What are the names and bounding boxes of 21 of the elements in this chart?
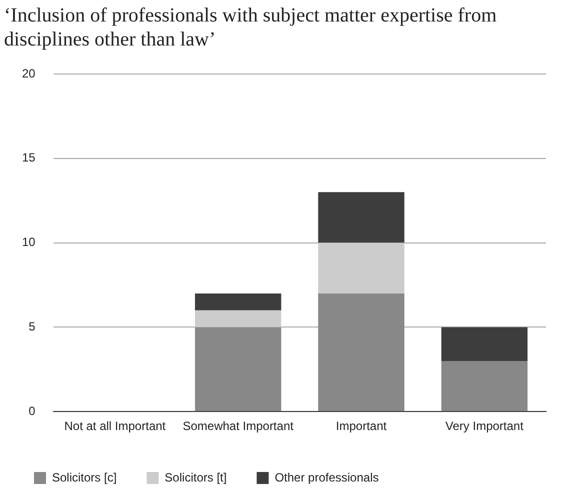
legend-label: Other professionals [274, 470, 379, 484]
x-tick-label: Important [336, 419, 388, 434]
x-tick-label: Somewhat Important [182, 419, 294, 434]
bar [318, 242, 404, 294]
y-tick-label: 5 [28, 320, 36, 334]
y-tick-label: 20 [22, 66, 36, 80]
legend-label: Solicitors [c] [52, 470, 117, 484]
y-tick-label: 10 [22, 235, 36, 250]
bar [318, 192, 404, 243]
bar [441, 360, 528, 412]
bar [194, 293, 282, 310]
y-tick-label: 15 [22, 150, 36, 165]
x-tick-label: Very Important [445, 419, 524, 434]
chart-title: ‘Inclusion of professionals with subject matter expertise from disciplines other than law’ [4, 4, 498, 50]
y-tick-label: 0 [28, 404, 36, 418]
bar [194, 310, 282, 328]
x-tick-label: Not at all Important [64, 419, 166, 434]
bar [318, 293, 404, 412]
bar [441, 327, 528, 361]
legend-label: Solicitors [t] [164, 470, 227, 484]
bar [194, 327, 282, 412]
